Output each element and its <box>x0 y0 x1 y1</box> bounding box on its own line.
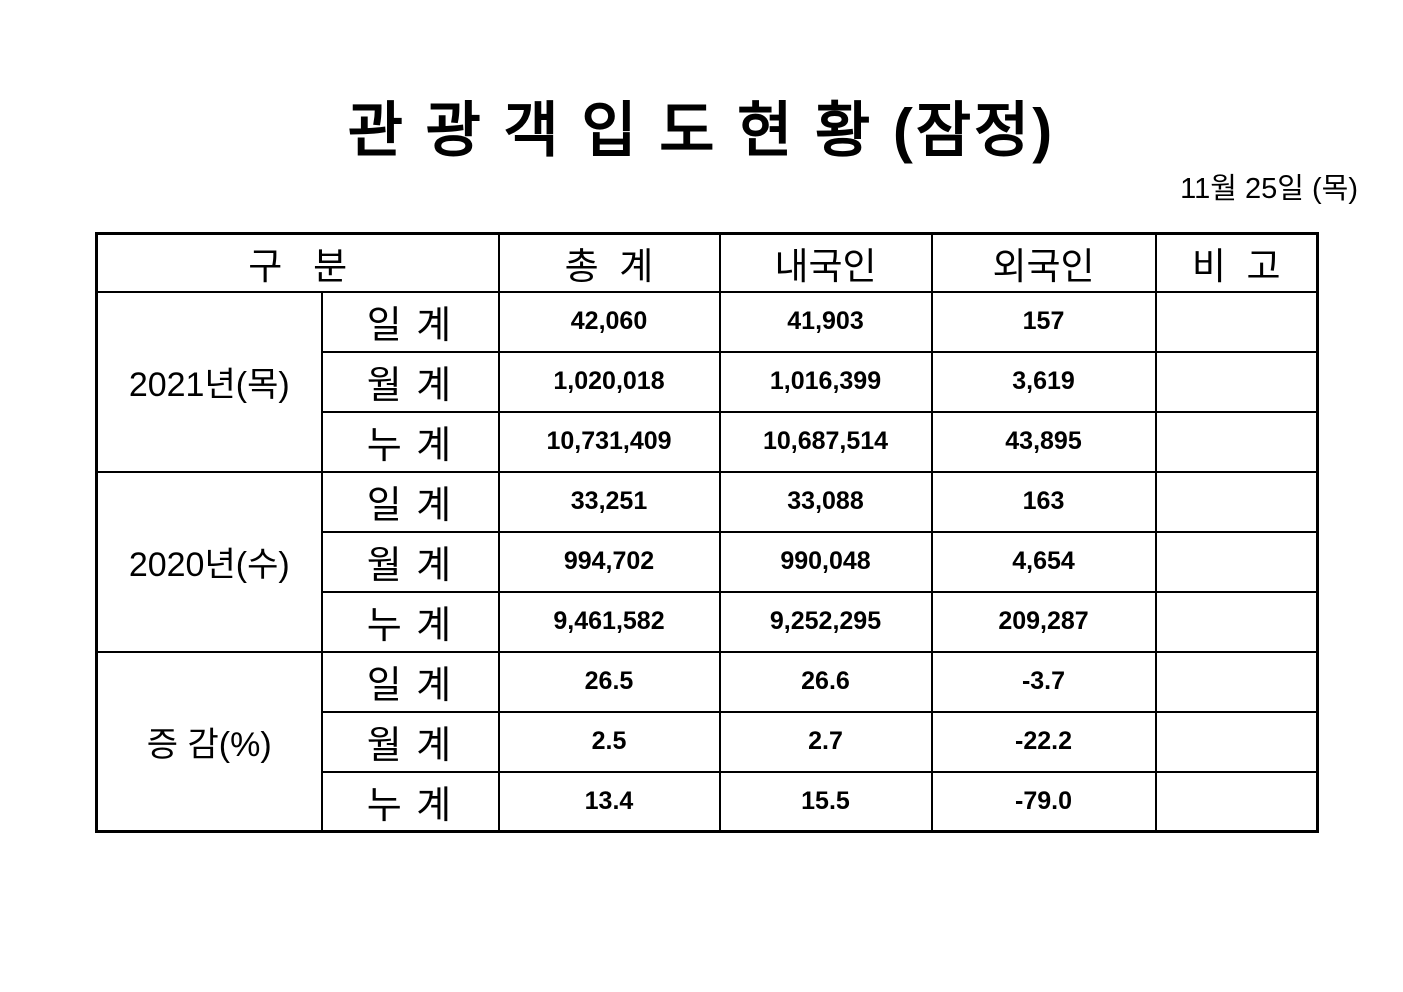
cell-foreign: 157 <box>930 290 1157 353</box>
cell-domestic: 15.5 <box>718 770 933 833</box>
table-row: 누 계 9,461,582 9,252,295 209,287 <box>97 590 1319 653</box>
group-label-change-pct: 증 감(%) <box>95 650 323 833</box>
cell-total: 33,251 <box>497 470 721 533</box>
row-label-cumulative: 누 계 <box>320 590 500 653</box>
cell-note <box>1154 350 1319 413</box>
table-row: 증 감(%) 일 계 26.5 26.6 -3.7 <box>95 650 1319 833</box>
cell-foreign: -3.7 <box>930 650 1157 713</box>
cell-note <box>1154 470 1319 533</box>
header-total: 총 계 <box>497 232 721 293</box>
cell-note <box>1154 410 1319 473</box>
page-title: 관 광 객 입 도 현 황 (잠정) <box>347 97 1056 164</box>
group-label-2020: 2020년(수) <box>95 470 323 653</box>
cell-domestic: 26.6 <box>718 650 933 713</box>
row-label-monthly: 월 계 <box>320 530 500 593</box>
cell-total: 13.4 <box>497 770 721 833</box>
cell-note <box>1154 290 1319 353</box>
cell-foreign: 43,895 <box>930 410 1157 473</box>
report-date: 11월 25일 (목) <box>1180 173 1358 205</box>
cell-note <box>1154 650 1319 713</box>
cell-note <box>1154 770 1319 833</box>
cell-foreign: 3,619 <box>930 350 1157 413</box>
row-label-monthly: 월 계 <box>320 710 500 773</box>
cell-total: 9,461,582 <box>497 590 721 653</box>
cell-foreign: 163 <box>930 470 1157 533</box>
cell-foreign: 209,287 <box>930 590 1157 653</box>
cell-foreign: -79.0 <box>930 770 1157 833</box>
cell-total: 1,020,018 <box>497 350 721 413</box>
table-row: 누 계 10,731,409 10,687,514 43,895 <box>97 410 1319 473</box>
table-row: 월 계 2.5 2.7 -22.2 <box>97 710 1319 773</box>
group-label-2021: 2021년(목) <box>95 290 323 473</box>
cell-domestic: 990,048 <box>718 530 933 593</box>
table-row: 월 계 994,702 990,048 4,654 <box>97 530 1319 593</box>
cell-domestic: 1,016,399 <box>718 350 933 413</box>
cell-note <box>1154 710 1319 773</box>
table-row: 2020년(수) 일 계 33,251 33,088 163 <box>95 470 1319 653</box>
cell-domestic: 9,252,295 <box>718 590 933 653</box>
header-note: 비 고 <box>1154 232 1319 293</box>
row-label-daily: 일 계 <box>320 650 500 713</box>
tourist-arrival-table: 구 분 총 계 내국인 외국인 비 고 2021년(목) 일 계 42,060 … <box>95 232 1319 833</box>
cell-foreign: 4,654 <box>930 530 1157 593</box>
table-row: 누 계 13.4 15.5 -79.0 <box>97 770 1319 833</box>
row-label-cumulative: 누 계 <box>320 410 500 473</box>
cell-total: 42,060 <box>497 290 721 353</box>
cell-domestic: 2.7 <box>718 710 933 773</box>
cell-domestic: 10,687,514 <box>718 410 933 473</box>
cell-note <box>1154 530 1319 593</box>
header-category: 구 분 <box>95 232 500 293</box>
table-row: 2021년(목) 일 계 42,060 41,903 157 <box>95 290 1319 473</box>
row-label-monthly: 월 계 <box>320 350 500 413</box>
row-label-cumulative: 누 계 <box>320 770 500 833</box>
cell-domestic: 33,088 <box>718 470 933 533</box>
cell-total: 26.5 <box>497 650 721 713</box>
table-row: 월 계 1,020,018 1,016,399 3,619 <box>97 350 1319 413</box>
cell-domestic: 41,903 <box>718 290 933 353</box>
table-header-row: 구 분 총 계 내국인 외국인 비 고 <box>95 232 1319 293</box>
cell-total: 2.5 <box>497 710 721 773</box>
cell-total: 10,731,409 <box>497 410 721 473</box>
row-label-daily: 일 계 <box>320 470 500 533</box>
cell-foreign: -22.2 <box>930 710 1157 773</box>
cell-note <box>1154 590 1319 653</box>
header-domestic: 내국인 <box>718 232 933 293</box>
row-label-daily: 일 계 <box>320 290 500 353</box>
header-foreign: 외국인 <box>930 232 1157 293</box>
cell-total: 994,702 <box>497 530 721 593</box>
